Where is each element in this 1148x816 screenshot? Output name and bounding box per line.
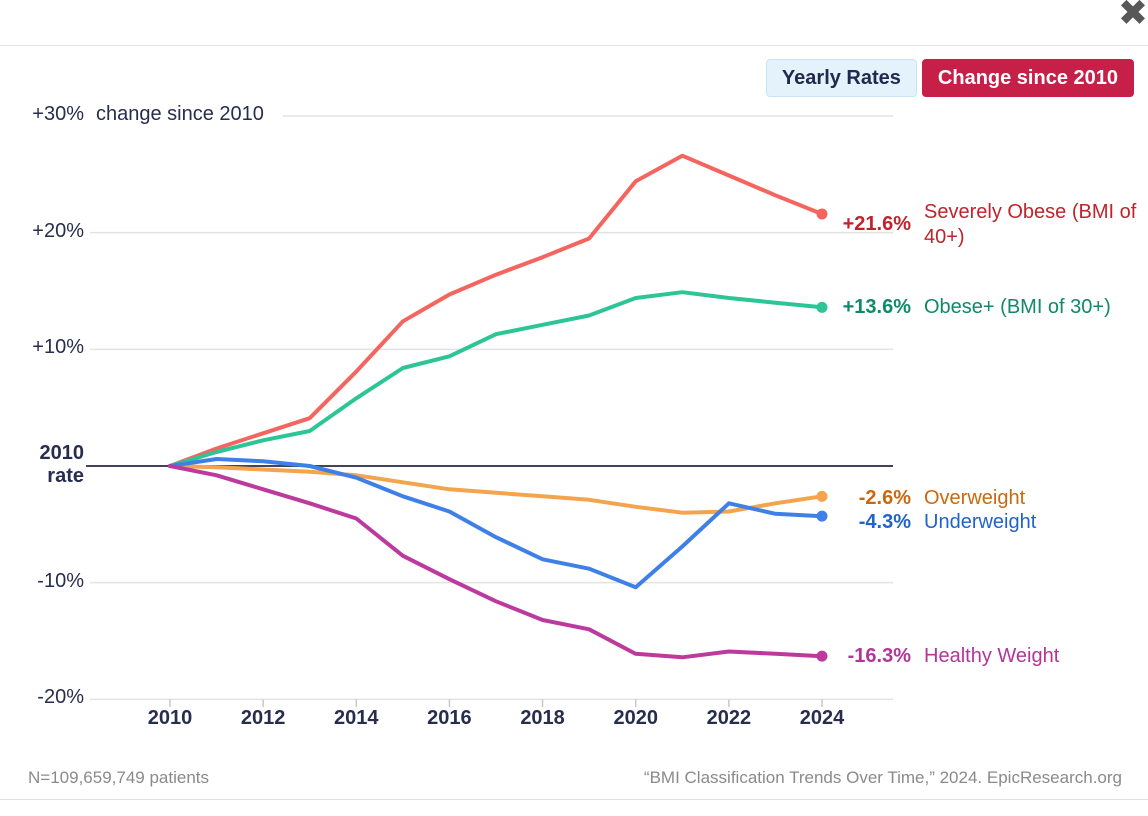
x-axis-label: 2018 <box>520 707 565 729</box>
top-divider <box>0 45 1148 46</box>
series-change-value: -16.3% <box>847 644 911 667</box>
end-label-severely-obese-bmi-of-40: +21.6% Severely Obese (BMI of 40+) <box>833 200 1148 250</box>
x-axis-label: 2016 <box>427 707 472 729</box>
series-line-healthy-weight <box>168 464 824 660</box>
y-axis-label: +20% <box>32 219 84 242</box>
series-change-value: +21.6% <box>842 213 911 236</box>
y-axis-label: +10% <box>32 336 84 359</box>
x-axis-label: 2010 <box>147 707 193 729</box>
series-change-value: -2.6% <box>858 486 911 509</box>
series-change-value: +13.6% <box>842 295 911 318</box>
x-axis-label: 2012 <box>240 707 286 729</box>
series-endpoint-severely-obese-bmi-of-40 <box>816 208 828 220</box>
change-since-2010-button[interactable]: Change since 2010 <box>921 59 1134 97</box>
series-line-severely-obese-bmi-of-40 <box>168 153 824 468</box>
x-axis-label: 2022 <box>706 707 752 729</box>
series-endpoint-obese-bmi-of-30 <box>816 301 828 313</box>
patient-count: N=109,659,749 patients <box>28 768 210 787</box>
end-label-obese-bmi-of-30: +13.6% Obese+ (BMI of 30+) <box>833 293 1148 321</box>
series-endpoint-healthy-weight <box>816 650 828 662</box>
x-axis-label: 2020 <box>613 707 658 729</box>
view-toggle-group: Yearly Rates Change since 2010 <box>765 59 1134 97</box>
close-icon: ✖ <box>1117 0 1148 34</box>
source-citation: “BMI Classification Trends Over Time,” 2… <box>643 768 1122 787</box>
end-label-healthy-weight: -16.3% Healthy Weight <box>833 642 1148 670</box>
y-axis-note: change since 2010 <box>96 103 264 125</box>
series-endpoint-underweight <box>816 510 828 522</box>
y-axis-label: 2010 rate <box>39 442 85 487</box>
series-name-label: Underweight <box>924 510 1037 533</box>
series-line-overweight <box>168 464 824 515</box>
series-name-label: Severely Obese (BMI of 40+) <box>924 200 1137 248</box>
series-name-label: Healthy Weight <box>924 644 1060 667</box>
x-axis-label: 2014 <box>334 707 379 729</box>
y-axis-label: -20% <box>37 686 84 709</box>
series-change-value: -4.3% <box>858 510 911 533</box>
series-name-label: Obese+ (BMI of 30+) <box>924 295 1111 318</box>
y-axis-label: -10% <box>37 569 84 592</box>
series-line-underweight <box>168 457 824 590</box>
yearly-rates-button[interactable]: Yearly Rates <box>765 59 917 97</box>
end-label-underweight: -4.3% Underweight <box>833 508 1148 536</box>
end-label-overweight: -2.6% Overweight <box>833 484 1148 512</box>
bottom-divider <box>0 799 1148 800</box>
series-name-label: Overweight <box>924 486 1026 509</box>
series-endpoint-overweight <box>816 490 828 502</box>
x-axis-label: 2024 <box>799 707 845 729</box>
series-line-obese-bmi-of-30 <box>168 290 824 468</box>
y-axis-label: +30% <box>32 102 84 125</box>
close-button[interactable]: ✖ <box>1116 0 1148 34</box>
